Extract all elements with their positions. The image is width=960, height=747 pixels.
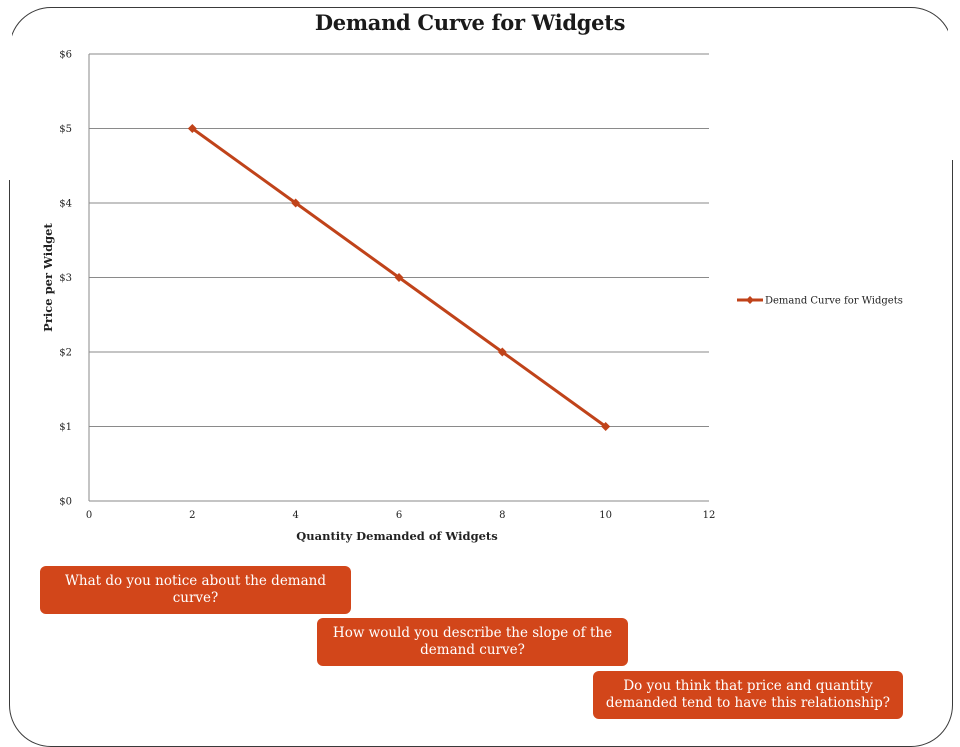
legend-marker — [746, 296, 754, 304]
chart-title: Demand Curve for Widgets — [314, 10, 626, 35]
x-tick-label: 12 — [703, 510, 716, 521]
x-tick-label: 6 — [396, 510, 402, 521]
legend-label: Demand Curve for Widgets — [765, 296, 903, 307]
y-tick-label: $6 — [59, 50, 72, 61]
frame-gap-left — [0, 0, 12, 180]
y-tick-label: $2 — [59, 348, 72, 359]
data-point-marker — [394, 273, 404, 282]
x-tick-label: 0 — [86, 510, 92, 521]
y-tick-label: $0 — [59, 497, 72, 508]
y-tick-label: $3 — [59, 273, 72, 284]
question-callout-relationship: Do you think that price and quantity dem… — [593, 671, 903, 719]
y-tick-label: $4 — [59, 199, 72, 210]
data-point-marker — [187, 124, 197, 133]
data-point-marker — [497, 347, 507, 357]
x-tick-label: 10 — [599, 510, 612, 521]
x-tick-label: 8 — [499, 510, 505, 521]
x-axis-title: Quantity Demanded of Widgets — [296, 529, 497, 543]
y-tick-label: $5 — [59, 124, 72, 135]
x-tick-label: 4 — [292, 510, 298, 521]
data-point-marker — [291, 198, 301, 208]
frame-gap-right — [948, 0, 960, 160]
question-callout-slope: How would you describe the slope of the … — [317, 618, 628, 666]
y-tick-label: $1 — [59, 422, 72, 433]
y-axis-title: Price per Widget — [41, 223, 55, 332]
question-callout-notice: What do you notice about the demand curv… — [40, 566, 351, 614]
data-point-marker — [601, 422, 611, 431]
chart-area: $0 $1 $2 $3 $4 $5 $6 0 2 4 6 8 10 12 Quantity Demanded… — [41, 50, 903, 544]
x-tick-label: 2 — [189, 510, 195, 521]
